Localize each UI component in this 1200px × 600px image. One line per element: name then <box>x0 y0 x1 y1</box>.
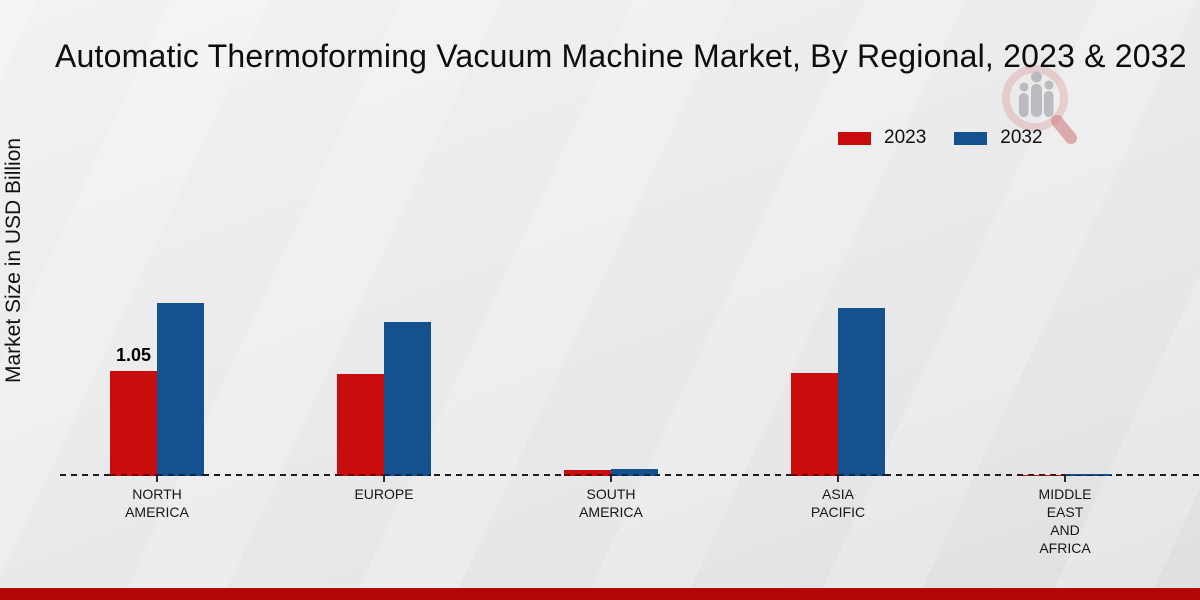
bar-2032-europe <box>384 322 431 476</box>
bar-2023-south-america <box>564 470 611 476</box>
category-label-line: AFRICA <box>1039 540 1091 556</box>
bar-2032-south-america <box>611 469 658 476</box>
baseline-dash-overlay <box>1018 475 1065 476</box>
category-label-south-america: SOUTH AMERICA <box>541 485 681 521</box>
baseline-dash-overlay <box>611 474 658 476</box>
bar-value-label: 1.05 <box>115 345 152 365</box>
category-label-line: MIDDLE <box>1038 486 1092 502</box>
baseline-dash-overlay <box>838 474 885 476</box>
x-axis-tick-south-america <box>610 476 612 482</box>
x-axis-tick-north-america <box>156 476 158 482</box>
legend-item-2023: 2023 <box>838 127 926 149</box>
baseline-dash-overlay <box>1065 475 1112 476</box>
category-label-asia-pacific: ASIA PACIFIC <box>768 485 908 521</box>
chart-title: Automatic Thermoforming Vacuum Machine M… <box>55 38 1187 74</box>
bar-2023-middle-east-and-africa <box>1018 475 1065 476</box>
category-label-line: AMERICA <box>579 504 643 520</box>
baseline-dash-overlay <box>384 474 431 476</box>
y-axis-label: Market Size in USD Billion <box>2 137 25 383</box>
baseline-dash-overlay <box>337 474 384 476</box>
x-axis-tick-europe <box>383 476 385 482</box>
bar-2023-asia-pacific <box>791 373 838 476</box>
legend-swatch-2032 <box>954 131 988 145</box>
legend: 2023 2032 <box>838 127 1043 149</box>
bar-2032-asia-pacific <box>838 308 885 476</box>
x-axis-tick-middle-east-and-africa <box>1064 476 1066 482</box>
bar-2023-north-america <box>110 371 157 476</box>
category-label-middle-east-and-africa: MIDDLE EAST AND AFRICA <box>995 485 1135 557</box>
category-label-line: EAST <box>1046 504 1084 520</box>
category-label-line: SOUTH <box>586 486 636 502</box>
category-label-line: AND <box>1050 522 1080 538</box>
bar-2032-north-america <box>157 303 204 476</box>
footer-strip <box>0 588 1200 600</box>
bar-2023-europe <box>337 374 384 476</box>
mrfr-watermark-logo-icon <box>1002 65 1077 144</box>
bar-2032-middle-east-and-africa <box>1065 474 1112 476</box>
category-label-north-america: NORTH AMERICA <box>87 485 227 521</box>
legend-label: 2023 <box>884 127 927 148</box>
baseline-dash-overlay <box>157 474 204 476</box>
category-label-europe: EUROPE <box>314 485 454 503</box>
category-label-line: AMERICA <box>125 504 189 520</box>
baseline-dash-overlay <box>564 474 611 476</box>
category-label-line: ASIA <box>822 486 854 502</box>
legend-label: 2032 <box>1000 127 1043 148</box>
category-label-line: NORTH <box>132 486 182 502</box>
legend-item-2032: 2032 <box>954 127 1043 149</box>
legend-swatch-2023 <box>838 131 871 145</box>
baseline-dash-overlay <box>110 474 157 476</box>
category-label-line: EUROPE <box>354 486 414 502</box>
x-axis-tick-asia-pacific <box>837 476 839 482</box>
baseline-dash-overlay <box>791 474 838 476</box>
category-label-line: PACIFIC <box>810 504 866 520</box>
